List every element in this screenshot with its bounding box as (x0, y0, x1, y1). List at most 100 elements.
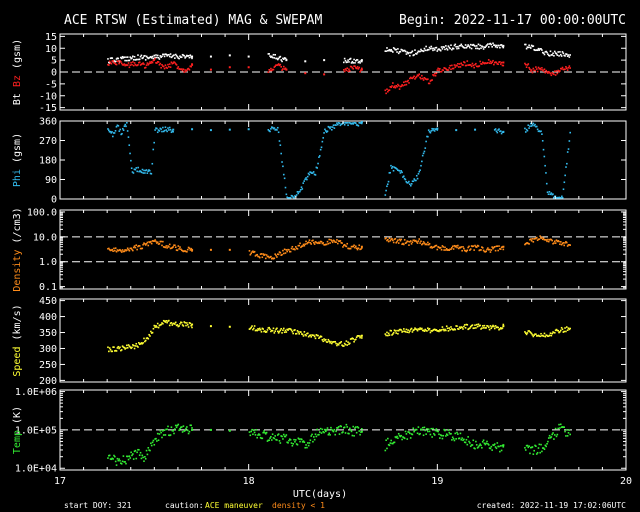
data-point (185, 324, 187, 327)
data-point (280, 59, 282, 61)
data-point (439, 247, 441, 249)
data-point (319, 427, 322, 430)
data-point (114, 130, 117, 132)
data-point (276, 129, 278, 131)
data-point (360, 59, 363, 62)
data-point (436, 430, 439, 433)
data-point (290, 247, 293, 250)
data-point (275, 438, 277, 441)
data-point (533, 69, 535, 72)
data-point (308, 173, 311, 176)
data-point (393, 329, 396, 332)
data-point (144, 66, 147, 69)
data-point (150, 62, 152, 64)
data-point (312, 436, 315, 438)
data-point (489, 42, 492, 45)
data-point (174, 321, 177, 324)
data-point (495, 326, 498, 329)
data-point (295, 443, 298, 445)
y-tick-label: 360 (39, 117, 57, 128)
data-point (314, 433, 317, 436)
data-point (496, 63, 499, 65)
data-point (537, 334, 540, 337)
data-point (565, 435, 567, 437)
data-point (262, 328, 264, 330)
data-point (463, 247, 465, 250)
data-point (299, 242, 301, 245)
data-point (109, 249, 112, 252)
data-point (349, 247, 351, 250)
data-point (472, 327, 475, 330)
data-point (332, 341, 335, 343)
data-point (447, 69, 450, 71)
data-point (442, 46, 445, 48)
data-point (146, 56, 149, 59)
data-point (270, 128, 272, 130)
data-point (312, 334, 315, 337)
data-point (187, 326, 190, 328)
data-point (129, 346, 132, 348)
data-point (153, 59, 156, 61)
data-point (491, 246, 493, 248)
data-point (502, 444, 505, 447)
data-point (428, 46, 431, 49)
data-point (439, 246, 442, 249)
data-point (163, 246, 166, 248)
data-point (354, 62, 356, 64)
data-point (390, 86, 392, 89)
data-point (551, 433, 553, 436)
data-point (567, 327, 570, 330)
data-point (291, 330, 294, 333)
data-point (455, 325, 457, 327)
y-tick-label: 100.0 (27, 207, 57, 218)
data-point (422, 79, 425, 81)
data-point (293, 438, 295, 441)
data-point (411, 331, 414, 333)
data-point (145, 169, 148, 171)
data-point (566, 329, 569, 332)
data-point (451, 246, 453, 249)
data-point (337, 122, 340, 124)
data-point (490, 249, 493, 251)
data-point (556, 72, 559, 75)
data-point (180, 249, 183, 251)
data-point (296, 190, 299, 193)
data-point (288, 327, 291, 330)
data-point (409, 183, 411, 186)
data-point (434, 74, 437, 77)
data-point (446, 327, 449, 330)
data-point (160, 128, 162, 130)
data-point (113, 247, 115, 250)
y-axis-label: Temp (K) (12, 406, 23, 454)
data-point (136, 345, 138, 347)
data-point (186, 429, 189, 432)
data-point (421, 327, 423, 330)
data-point (346, 344, 349, 346)
data-point (474, 45, 476, 47)
data-point (272, 53, 275, 56)
data-point (325, 341, 328, 343)
data-point (125, 347, 127, 349)
data-point (330, 126, 332, 128)
data-point (403, 243, 405, 246)
data-point (415, 174, 418, 177)
data-point (269, 256, 271, 259)
data-point (493, 63, 495, 66)
data-point (358, 60, 361, 63)
data-point (137, 245, 139, 248)
data-point (561, 51, 564, 53)
data-point (314, 174, 317, 176)
data-point (460, 326, 463, 328)
data-point (109, 62, 112, 64)
data-point (172, 62, 174, 64)
data-point (343, 244, 345, 247)
data-point (310, 172, 313, 174)
data-point (228, 54, 231, 57)
data-point (500, 449, 503, 452)
data-point (479, 324, 481, 327)
data-point (164, 64, 167, 66)
data-point (282, 329, 284, 332)
data-point (272, 68, 275, 71)
data-point (563, 54, 565, 57)
